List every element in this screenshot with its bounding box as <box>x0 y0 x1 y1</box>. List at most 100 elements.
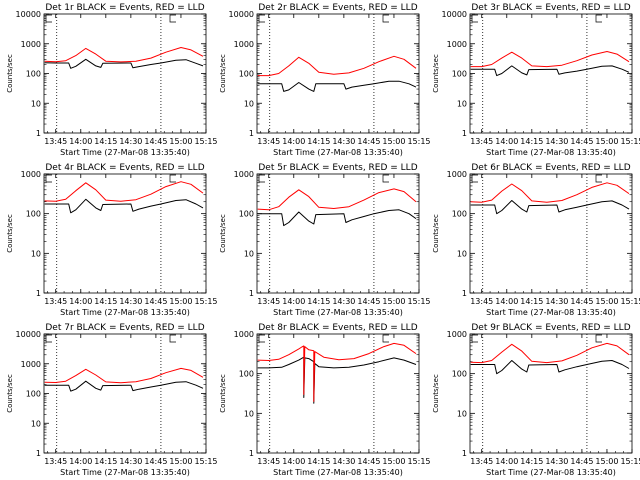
x-tick-label: 14:45 <box>357 457 380 466</box>
y-tick-label: 100 <box>239 370 254 379</box>
x-tick-label: 13:45 <box>470 297 493 306</box>
x-tick-label: 14:15 <box>94 137 117 146</box>
y-tick-label: 100 <box>239 70 254 79</box>
x-tick-label: 14:00 <box>282 137 305 146</box>
chart-svg: Det 1r BLACK = Events, RED = LLD 13:45 14:… <box>6 3 218 157</box>
plot-frame <box>469 333 633 454</box>
plot-frame <box>469 13 633 134</box>
x-tick-label: 13:45 <box>470 457 493 466</box>
y-axis-label: Counts/sec <box>219 54 227 93</box>
bracket-marker <box>258 174 265 183</box>
y-tick-label: 1 <box>36 289 41 298</box>
y-tick-label: 100 <box>452 70 467 79</box>
series-line-events <box>257 80 417 92</box>
bracket-marker <box>382 334 389 343</box>
x-axis-label: Start Time (27-Mar-08 13:35:40) <box>273 148 403 157</box>
x-tick-label: 15:15 <box>620 457 640 466</box>
chart-title: Det 1r BLACK = Events, RED = LLD <box>45 3 204 13</box>
y-tick-label: 1 <box>462 449 467 458</box>
x-tick-label: 14:15 <box>307 297 330 306</box>
y-tick-label: 10 <box>244 409 254 418</box>
x-tick-label: 15:00 <box>382 297 405 306</box>
x-tick-label: 14:15 <box>94 297 117 306</box>
y-axis-label: Counts/sec <box>432 214 440 253</box>
chart-panel: Det 7r BLACK = Events, RED = LLD 13:45 14:… <box>0 320 218 480</box>
x-tick-label: 15:00 <box>169 137 192 146</box>
x-tick-label: 13:45 <box>44 297 67 306</box>
plot-frame <box>256 173 420 294</box>
series-line-events <box>257 356 417 404</box>
y-tick-label: 1000 <box>234 170 254 179</box>
series-line-lld <box>470 51 630 68</box>
x-tick-label: 14:30 <box>332 137 355 146</box>
x-tick-label: 14:30 <box>332 457 355 466</box>
bracket-marker <box>471 14 478 23</box>
x-tick-label: 14:00 <box>69 297 92 306</box>
x-tick-label: 14:30 <box>119 297 142 306</box>
y-tick-label: 1000 <box>447 40 467 49</box>
bracket-marker <box>382 174 389 183</box>
x-tick-label: 15:15 <box>194 457 217 466</box>
x-tick-label: 14:15 <box>307 457 330 466</box>
y-tick-label: 100 <box>26 70 41 79</box>
bracket-marker <box>258 334 265 343</box>
chart-title: Det 2r BLACK = Events, RED = LLD <box>258 3 417 13</box>
series-line-lld <box>257 55 417 77</box>
y-tick-label: 1000 <box>234 40 254 49</box>
y-tick-label: 1 <box>249 129 254 138</box>
plot-frame <box>43 13 207 134</box>
series-line-events <box>44 380 204 392</box>
x-tick-label: 14:15 <box>94 457 117 466</box>
x-axis-label: Start Time (27-Mar-08 13:35:40) <box>486 308 616 317</box>
x-tick-label: 14:15 <box>520 137 543 146</box>
x-tick-label: 13:45 <box>470 137 493 146</box>
x-tick-label: 15:15 <box>620 137 640 146</box>
x-tick-label: 15:00 <box>595 137 618 146</box>
y-tick-label: 1 <box>36 449 41 458</box>
x-tick-label: 15:15 <box>194 137 217 146</box>
x-tick-label: 13:45 <box>44 457 67 466</box>
y-tick-label: 100 <box>26 390 41 399</box>
series-line-lld <box>470 182 630 203</box>
x-tick-label: 14:30 <box>545 137 568 146</box>
series-line-events <box>44 198 204 214</box>
x-tick-label: 14:45 <box>570 137 593 146</box>
x-axis-label: Start Time (27-Mar-08 13:35:40) <box>486 148 616 157</box>
y-tick-label: 100 <box>239 210 254 219</box>
series-line-events <box>470 65 630 77</box>
y-tick-label: 10 <box>457 409 467 418</box>
plot-frame <box>469 173 633 294</box>
x-tick-label: 14:00 <box>495 457 518 466</box>
chart-title: Det 6r BLACK = Events, RED = LLD <box>471 163 630 173</box>
x-tick-label: 15:00 <box>382 137 405 146</box>
x-tick-label: 14:15 <box>520 457 543 466</box>
x-tick-label: 14:30 <box>119 137 142 146</box>
x-tick-label: 14:00 <box>282 457 305 466</box>
y-axis-label: Counts/sec <box>6 54 14 93</box>
bracket-marker <box>471 174 478 183</box>
x-tick-label: 13:45 <box>44 137 67 146</box>
x-tick-label: 14:00 <box>69 457 92 466</box>
series-line-lld <box>44 47 204 63</box>
chart-title: Det 8r BLACK = Events, RED = LLD <box>258 323 417 333</box>
x-tick-label: 14:30 <box>119 457 142 466</box>
y-tick-label: 10000 <box>16 10 41 19</box>
x-tick-label: 14:45 <box>144 457 167 466</box>
x-axis-label: Start Time (27-Mar-08 13:35:40) <box>486 468 616 477</box>
x-tick-label: 14:45 <box>144 297 167 306</box>
chart-panel: Det 8r BLACK = Events, RED = LLD 13:45 14:… <box>213 320 431 480</box>
bracket-marker <box>169 174 176 183</box>
x-axis-label: Start Time (27-Mar-08 13:35:40) <box>273 468 403 477</box>
chart-panel: Det 5r BLACK = Events, RED = LLD 13:45 14:… <box>213 160 431 320</box>
series-line-lld <box>44 367 204 384</box>
bracket-marker <box>45 174 52 183</box>
y-axis-label: Counts/sec <box>6 374 14 413</box>
plot-frame <box>256 333 420 454</box>
x-tick-label: 15:00 <box>595 457 618 466</box>
y-tick-label: 1 <box>249 289 254 298</box>
